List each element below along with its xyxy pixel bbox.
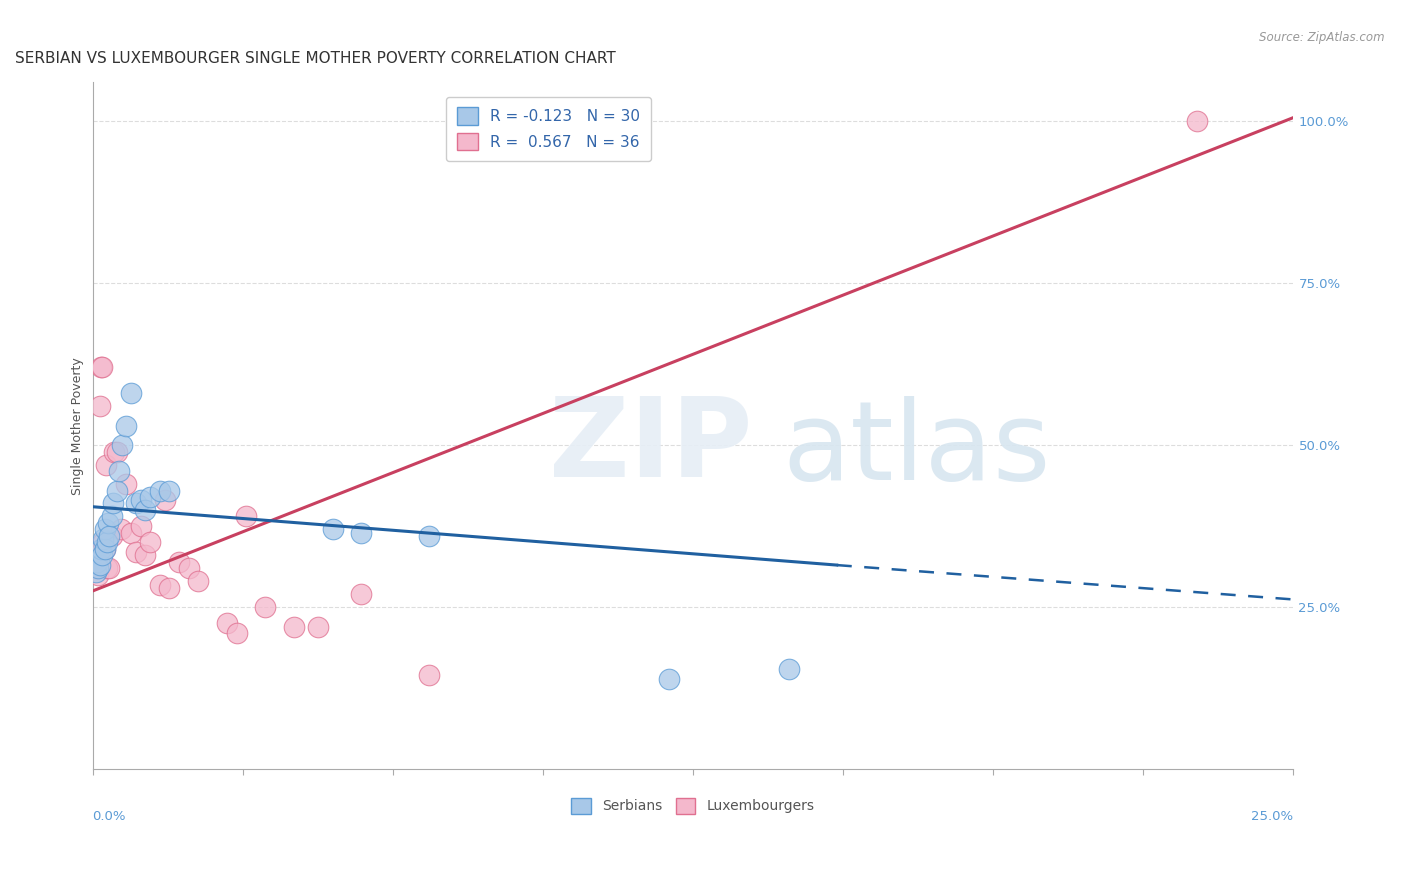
Point [187,574,209,589]
Point [90,541,112,556]
Text: SERBIAN VS LUXEMBOURGER SINGLE MOTHER POVERTY CORRELATION CHART: SERBIAN VS LUXEMBOURGER SINGLE MOTHER PO… [14,51,616,66]
Point [86,555,108,569]
Point [89,558,111,572]
Point [87,561,110,575]
Point [120,386,142,401]
Point [225,626,247,640]
Point [139,535,162,549]
Point [110,523,132,537]
Point [115,477,138,491]
Text: 0.0%: 0.0% [93,811,127,823]
Text: atlas: atlas [783,396,1052,503]
Point [129,493,152,508]
Point [139,490,162,504]
Point [103,444,125,458]
Point [91,360,114,375]
Point [101,496,124,510]
Point [91,549,114,563]
Point [283,620,305,634]
Point [157,581,180,595]
Point [96,535,118,549]
Point [115,418,138,433]
Point [98,561,121,575]
Point [129,519,152,533]
Point [350,525,373,540]
Point [96,561,118,575]
Point [120,525,142,540]
Point [91,535,114,549]
Point [86,565,108,579]
Point [101,509,124,524]
Point [93,523,115,537]
Point [90,360,112,375]
Point [97,516,120,530]
Point [307,620,329,634]
Point [658,672,681,686]
Point [108,464,131,478]
Point [93,541,115,556]
Point [98,529,121,543]
Legend: Serbians, Luxembourgers: Serbians, Luxembourgers [564,791,821,821]
Point [149,483,172,498]
Point [94,458,117,472]
Point [111,438,134,452]
Point [134,503,156,517]
Point [418,529,440,543]
Point [778,662,800,676]
Point [105,444,128,458]
Point [157,483,180,498]
Point [1185,114,1208,128]
Point [149,577,172,591]
Point [418,668,440,682]
Point [101,529,124,543]
Point [91,532,114,546]
Point [322,523,344,537]
Point [87,567,110,582]
Point [167,555,190,569]
Point [125,545,148,559]
Point [235,509,257,524]
Point [86,561,108,575]
Text: 25.0%: 25.0% [1251,811,1294,823]
Y-axis label: Single Mother Poverty: Single Mother Poverty [72,357,84,494]
Point [177,561,200,575]
Point [89,399,111,413]
Point [254,600,277,615]
Point [86,549,108,563]
Text: Source: ZipAtlas.com: Source: ZipAtlas.com [1260,31,1385,45]
Point [125,496,148,510]
Text: ZIP: ZIP [548,392,752,500]
Point [93,541,115,556]
Point [153,493,176,508]
Point [350,587,373,601]
Point [215,616,238,631]
Point [105,483,128,498]
Point [134,549,156,563]
